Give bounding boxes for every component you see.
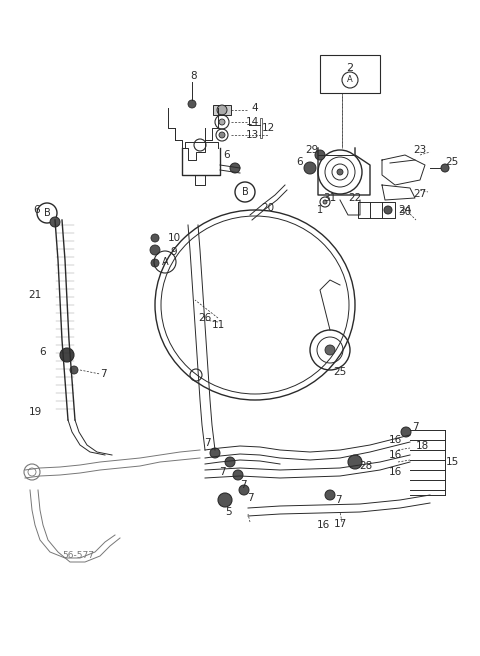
Circle shape	[150, 245, 160, 255]
Text: 14: 14	[245, 117, 259, 127]
Circle shape	[348, 455, 362, 469]
Text: 5: 5	[225, 507, 231, 517]
Text: B: B	[44, 208, 50, 218]
Text: 28: 28	[360, 461, 372, 471]
Text: 30: 30	[398, 207, 411, 217]
Text: 25: 25	[445, 157, 458, 167]
Text: 22: 22	[348, 193, 361, 203]
Circle shape	[60, 348, 74, 362]
Circle shape	[151, 259, 159, 267]
Circle shape	[233, 470, 243, 480]
Bar	[213, 105, 231, 115]
Circle shape	[225, 457, 235, 467]
Text: 16: 16	[316, 520, 330, 530]
Text: A: A	[162, 257, 168, 267]
Text: 7: 7	[100, 369, 106, 379]
Text: 17: 17	[334, 519, 347, 529]
Circle shape	[70, 366, 78, 374]
Circle shape	[188, 100, 196, 108]
Text: 20: 20	[262, 203, 275, 213]
Text: 11: 11	[211, 320, 225, 330]
Text: 16: 16	[388, 435, 402, 445]
Text: 16: 16	[388, 467, 402, 477]
Text: 21: 21	[28, 290, 42, 300]
Text: 6: 6	[40, 347, 46, 357]
Text: A: A	[347, 75, 353, 85]
Text: 4: 4	[252, 103, 258, 113]
Text: 56-577: 56-577	[62, 552, 94, 560]
Circle shape	[50, 217, 60, 227]
Circle shape	[239, 485, 249, 495]
Circle shape	[210, 448, 220, 458]
Text: 25: 25	[334, 367, 347, 377]
Text: 7: 7	[219, 467, 225, 477]
Circle shape	[219, 132, 225, 138]
Circle shape	[384, 206, 392, 214]
Circle shape	[217, 105, 227, 115]
Text: 1: 1	[317, 205, 323, 215]
Circle shape	[401, 427, 411, 437]
Text: 8: 8	[191, 71, 197, 81]
Circle shape	[315, 150, 325, 160]
Circle shape	[441, 164, 449, 172]
Text: 12: 12	[262, 123, 275, 133]
Circle shape	[218, 493, 232, 507]
Circle shape	[219, 119, 225, 125]
Text: 10: 10	[168, 233, 180, 243]
Text: 7: 7	[204, 438, 210, 448]
Text: 13: 13	[245, 130, 259, 140]
Circle shape	[304, 162, 316, 174]
Text: 23: 23	[413, 145, 427, 155]
Text: 7: 7	[240, 480, 246, 490]
Text: 19: 19	[28, 407, 42, 417]
Text: 29: 29	[305, 145, 319, 155]
Bar	[260, 118, 262, 138]
Text: 15: 15	[445, 457, 458, 467]
Text: 9: 9	[171, 247, 177, 257]
Text: 6: 6	[297, 157, 303, 167]
Circle shape	[323, 200, 327, 204]
Text: B: B	[241, 187, 248, 197]
Text: 7: 7	[412, 422, 418, 432]
Text: 7: 7	[247, 493, 253, 503]
Text: 16: 16	[388, 450, 402, 460]
Text: 7: 7	[335, 495, 341, 505]
Text: 27: 27	[413, 189, 427, 199]
Text: 2: 2	[347, 63, 354, 73]
Text: 18: 18	[415, 441, 429, 451]
Text: 26: 26	[198, 313, 212, 323]
Text: 31: 31	[324, 193, 336, 203]
Circle shape	[325, 490, 335, 500]
Text: 6: 6	[34, 205, 40, 215]
Circle shape	[151, 234, 159, 242]
Bar	[320, 55, 380, 93]
Circle shape	[325, 345, 335, 355]
Text: 6: 6	[224, 150, 230, 160]
Circle shape	[230, 163, 240, 173]
Text: 24: 24	[398, 205, 412, 215]
Circle shape	[337, 169, 343, 175]
